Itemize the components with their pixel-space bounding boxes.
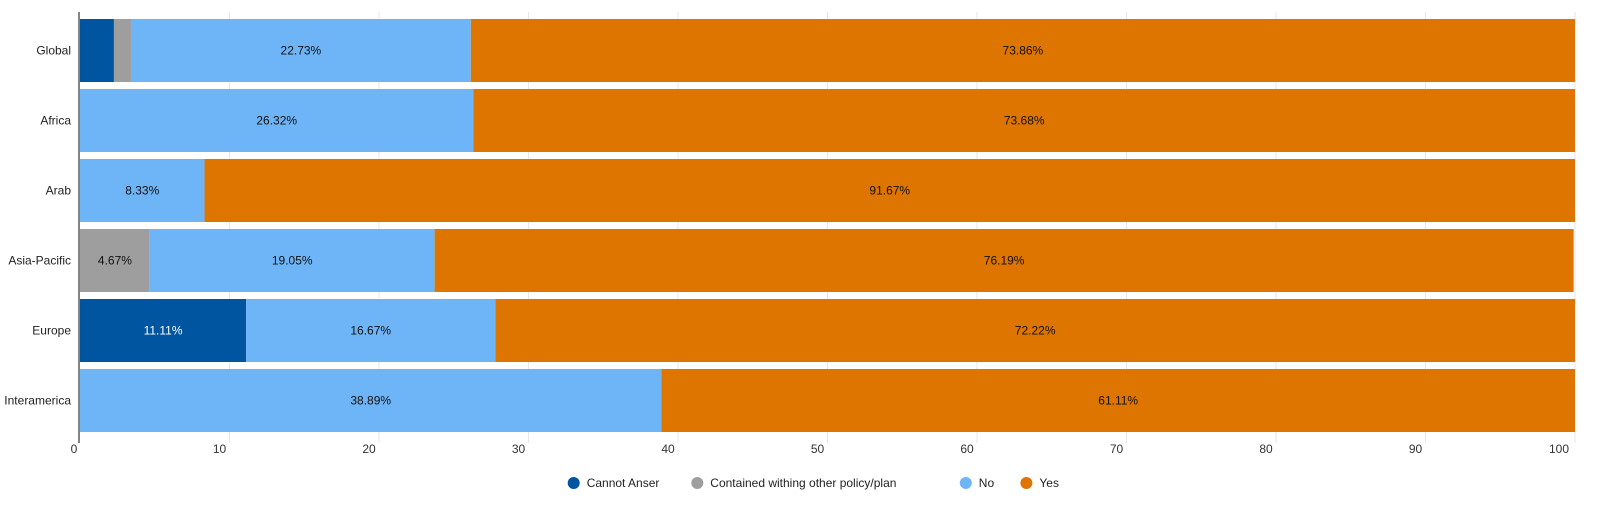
x-tick-label: 50 — [811, 442, 825, 456]
bar-global-contained-withing-other-policy-plan — [113, 19, 131, 82]
legend-marker — [959, 477, 972, 489]
bar-europe-cannot-anser — [80, 299, 247, 362]
bar-asia-pacific-contained-withing-other-policy-plan — [80, 229, 150, 292]
data-label: 91.67% — [869, 184, 910, 198]
x-tick-label: 20 — [362, 442, 376, 456]
x-tick-label: 30 — [512, 442, 526, 456]
bar-arab-yes — [204, 159, 1576, 222]
data-label: 22.73% — [281, 44, 322, 58]
x-tick-label: 80 — [1259, 442, 1273, 456]
legend-marker — [567, 477, 580, 489]
category-label: Global — [36, 44, 71, 58]
bar-arab-no — [80, 159, 205, 222]
category-label: Arab — [46, 184, 72, 198]
category-label: Africa — [40, 114, 71, 128]
bar-interamerica-yes — [661, 369, 1575, 432]
data-label: 19.05% — [272, 254, 313, 268]
legend-marker — [1020, 477, 1033, 489]
x-axis: 0 10 20 30 40 50 60 70 80 90 100 — [71, 12, 1569, 456]
bar-europe-no — [246, 299, 496, 362]
legend-label: Yes — [1039, 476, 1059, 490]
bar-global-cannot-anser — [80, 19, 114, 82]
bar-africa-no — [80, 89, 474, 152]
bar-global-yes — [470, 19, 1576, 82]
category-label: Europe — [32, 324, 71, 338]
x-tick-label: 40 — [661, 442, 675, 456]
data-label: 61.11% — [1098, 394, 1138, 408]
data-label: 16.67% — [350, 324, 391, 338]
legend-label: Cannot Anser — [587, 476, 660, 490]
bar-interamerica-no — [80, 369, 662, 432]
data-label: 8.33% — [125, 184, 159, 198]
bar-africa-yes — [473, 89, 1575, 152]
data-label: 4.67% — [98, 254, 132, 268]
x-tick-label: 100 — [1549, 442, 1569, 456]
data-label: 73.86% — [1003, 44, 1044, 58]
data-label: 73.68% — [1004, 114, 1045, 128]
legend-marker — [691, 477, 704, 489]
legend-label: Contained withing other policy/plan — [710, 476, 896, 490]
x-tick-label: 10 — [213, 442, 227, 456]
legend: Cannot Anser Contained withing other poli… — [567, 476, 1059, 490]
category-label: Asia-Pacific — [8, 254, 71, 268]
bars: 22.73% 73.86% 26.32% 73.68% 8.33% 91.67% 4.67%… — [80, 19, 1576, 432]
legend-label: No — [979, 476, 995, 490]
category-labels: Global Africa Arab Asia-Pacific Europe Intera… — [4, 44, 71, 408]
bar-global-no — [130, 19, 471, 82]
category-label: Interamerica — [4, 394, 71, 408]
x-tick-label: 90 — [1409, 442, 1423, 456]
data-label: 26.32% — [256, 114, 297, 128]
bar-asia-pacific-yes — [434, 229, 1574, 292]
bar-europe-yes — [495, 299, 1575, 362]
bar-asia-pacific-no — [149, 229, 435, 292]
x-tick-label: 0 — [71, 442, 78, 456]
x-tick-label: 60 — [960, 442, 974, 456]
x-tick-label: 70 — [1110, 442, 1124, 456]
data-label: 72.22% — [1015, 324, 1056, 338]
data-label: 38.89% — [350, 394, 391, 408]
data-label: 11.11% — [144, 324, 183, 338]
data-label: 76.19% — [984, 254, 1025, 268]
